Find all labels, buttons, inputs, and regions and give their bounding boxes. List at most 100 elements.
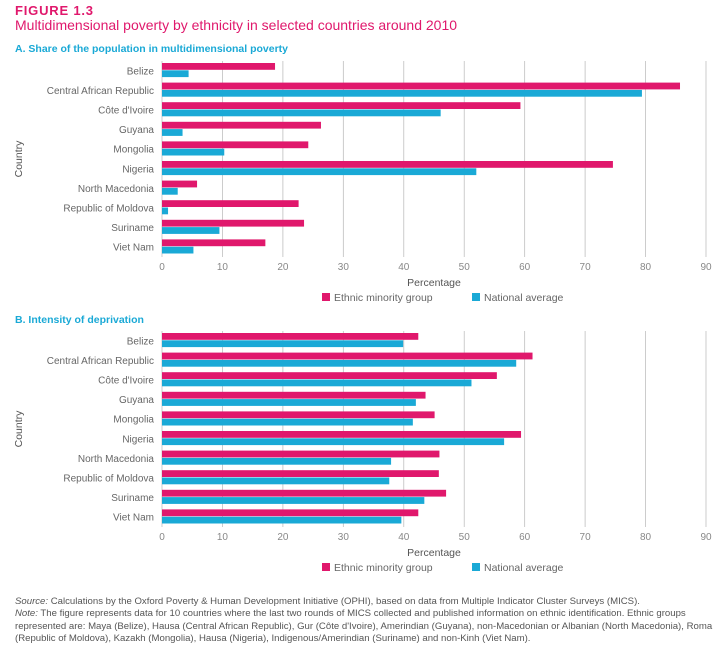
chart-b-bar-minority <box>162 411 435 419</box>
chart-b-bar-minority <box>162 489 447 497</box>
chart-b-bar-national <box>162 399 416 406</box>
figure-title: Multidimensional poverty by ethnicity in… <box>15 17 458 33</box>
chart-b-y-tick-label: Nigeria <box>122 434 154 445</box>
chart-b-bar-minority <box>162 450 440 458</box>
panel-a-title: A. Share of the population in multidimen… <box>15 43 289 55</box>
chart-b-x-tick-label: 10 <box>217 532 229 543</box>
chart-a-x-tick-label: 70 <box>580 262 592 273</box>
chart-b-bar-national <box>162 438 505 446</box>
chart-a-y-tick-label: Suriname <box>111 223 154 234</box>
chart-b-y-tick-label: Central African Republic <box>47 356 154 367</box>
footnote: Source: Calculations by the Oxford Pover… <box>15 596 720 646</box>
chart-a-x-tick-label: 20 <box>277 262 289 273</box>
chart-b-bar-national <box>162 457 392 465</box>
source-text: Calculations by the Oxford Poverty & Hum… <box>48 596 640 607</box>
chart-a-bar-national <box>162 227 220 234</box>
chart-b-x-tick-label: 60 <box>519 532 531 543</box>
chart-a-bar-minority <box>162 161 613 168</box>
chart-b-y-tick-label: Republic of Moldova <box>63 474 154 485</box>
chart-b-bar-national <box>162 497 425 504</box>
chart-b: 0 10 20 30 40 50 60 70 80 90 Belize Central African… <box>13 331 712 574</box>
chart-a-bar-minority <box>162 121 321 129</box>
chart-a-bar-minority <box>162 141 309 149</box>
chart-b-bar-national <box>162 359 517 367</box>
note-text: The figure represents data for 10 countr… <box>15 608 713 645</box>
chart-a: 0 10 20 30 40 50 60 70 80 90 Belize Central African… <box>13 61 712 304</box>
chart-a-y-tick-label: Viet Nam <box>113 243 154 254</box>
chart-b-x-tick-label: 20 <box>277 532 289 543</box>
note-line: Note: The figure represents data for 10 … <box>15 608 720 645</box>
chart-a-y-tick-label: Central African Republic <box>47 86 154 97</box>
chart-b-x-tick-label: 50 <box>459 532 471 543</box>
chart-b-y-tick-label: Côte d'Ivoire <box>98 376 154 387</box>
chart-a-bar-national <box>162 148 225 156</box>
chart-a-bar-national <box>162 109 441 117</box>
chart-a-bar-minority <box>162 180 198 188</box>
chart-a-legend-label: National average <box>484 292 564 304</box>
chart-a-x-tick-label: 50 <box>459 262 471 273</box>
chart-b-bar-minority <box>162 391 426 399</box>
chart-a-bar-minority <box>162 219 305 227</box>
chart-a-x-tick-label: 80 <box>640 262 652 273</box>
chart-b-y-tick-label: North Macedonia <box>78 454 155 465</box>
figure-label: FIGURE 1.3 <box>15 3 94 18</box>
chart-a-bar-national <box>162 129 183 136</box>
chart-b-y-axis-title: Country <box>13 410 25 448</box>
chart-b-y-tick-label: Viet Nam <box>113 513 154 524</box>
chart-b-bar-national <box>162 516 402 524</box>
chart-b-x-tick-label: 80 <box>640 532 652 543</box>
chart-b-bar-national <box>162 477 390 485</box>
chart-a-y-tick-label: North Macedonia <box>78 184 155 195</box>
panel-b-title: B. Intensity of deprivation <box>15 314 144 326</box>
chart-b-legend-swatch <box>322 563 330 571</box>
chart-b-bar-minority <box>162 431 522 438</box>
chart-b-bar-national <box>162 340 404 348</box>
chart-a-x-tick-label: 30 <box>338 262 350 273</box>
chart-b-y-tick-label: Suriname <box>111 493 154 504</box>
chart-b-legend-label: Ethnic minority group <box>334 562 433 574</box>
chart-b-bar-minority <box>162 333 419 340</box>
chart-a-y-tick-label: Republic of Moldova <box>63 204 154 215</box>
chart-b-x-tick-label: 70 <box>580 532 592 543</box>
chart-a-bar-national <box>162 89 642 97</box>
chart-a-x-tick-label: 90 <box>700 262 712 273</box>
chart-a-y-tick-label: Côte d'Ivoire <box>98 106 154 117</box>
chart-a-y-tick-label: Guyana <box>119 125 154 136</box>
chart-a-x-tick-label: 10 <box>217 262 229 273</box>
chart-a-legend-swatch <box>472 293 480 301</box>
chart-a-bar-minority <box>162 102 521 109</box>
chart-b-x-tick-label: 40 <box>398 532 410 543</box>
chart-a-y-tick-label: Nigeria <box>122 164 154 175</box>
source-line: Source: Calculations by the Oxford Pover… <box>15 596 720 608</box>
chart-b-y-tick-label: Mongolia <box>113 415 154 426</box>
chart-a-x-axis-title: Percentage <box>407 277 461 289</box>
chart-a-legend-swatch <box>322 293 330 301</box>
chart-a-bar-minority <box>162 200 299 207</box>
chart-a-x-tick-label: 0 <box>159 262 165 273</box>
source-label: Source: <box>15 596 49 607</box>
chart-a-bar-national <box>162 187 178 195</box>
chart-b-bar-national <box>162 379 472 387</box>
chart-a-y-axis-title: Country <box>13 140 25 178</box>
chart-a-bar-minority <box>162 239 266 247</box>
chart-b-bar-minority <box>162 372 497 379</box>
chart-b-x-tick-label: 90 <box>700 532 712 543</box>
chart-a-y-tick-label: Mongolia <box>113 145 154 156</box>
chart-b-legend-swatch <box>472 563 480 571</box>
chart-a-bar-national <box>162 246 194 254</box>
chart-a-y-tick-label: Belize <box>127 66 155 77</box>
chart-b-y-tick-label: Guyana <box>119 395 154 406</box>
chart-a-x-tick-label: 60 <box>519 262 531 273</box>
chart-b-bar-minority <box>162 470 439 477</box>
chart-a-bar-minority <box>162 63 276 70</box>
chart-a-bar-national <box>162 70 189 78</box>
chart-b-bar-minority <box>162 509 419 517</box>
chart-b-y-tick-label: Belize <box>127 336 155 347</box>
chart-a-bar-national <box>162 207 169 215</box>
chart-b-bar-minority <box>162 352 533 360</box>
chart-a-bar-national <box>162 168 477 176</box>
chart-b-x-axis-title: Percentage <box>407 547 461 559</box>
chart-a-legend-label: Ethnic minority group <box>334 292 433 304</box>
chart-a-bar-minority <box>162 82 681 90</box>
chart-b-x-tick-label: 0 <box>159 532 165 543</box>
